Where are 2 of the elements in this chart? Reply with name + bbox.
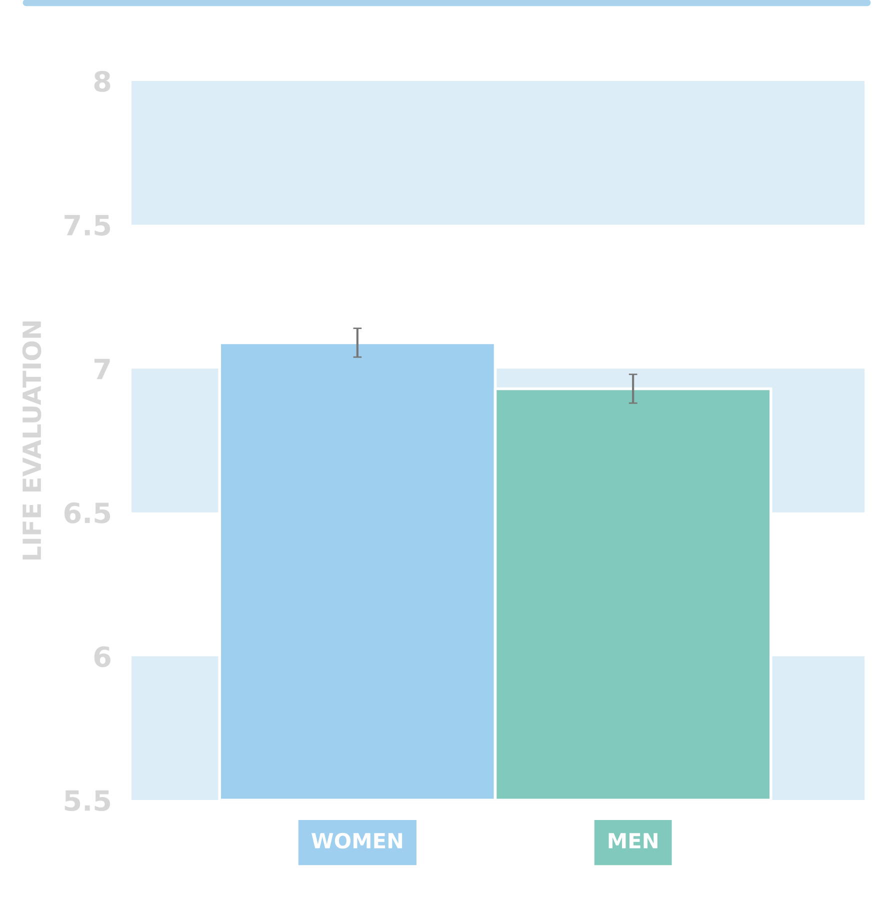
x-tick-label: WOMEN xyxy=(312,832,402,849)
x-tick-label: MEN xyxy=(608,833,658,848)
